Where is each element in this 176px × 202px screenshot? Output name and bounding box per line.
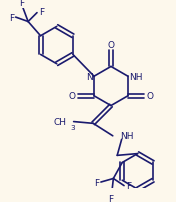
Text: F: F bbox=[39, 8, 44, 17]
Text: NH: NH bbox=[129, 72, 142, 81]
Text: O: O bbox=[147, 92, 154, 101]
Text: NH: NH bbox=[120, 132, 133, 141]
Text: F: F bbox=[19, 0, 24, 8]
Text: 3: 3 bbox=[70, 125, 75, 130]
Text: F: F bbox=[94, 178, 99, 187]
Text: N: N bbox=[86, 72, 93, 81]
Text: O: O bbox=[68, 92, 75, 101]
Text: F: F bbox=[108, 195, 113, 202]
Text: CH: CH bbox=[54, 118, 67, 126]
Text: O: O bbox=[108, 40, 114, 49]
Text: F: F bbox=[126, 181, 131, 190]
Text: F: F bbox=[9, 14, 14, 22]
